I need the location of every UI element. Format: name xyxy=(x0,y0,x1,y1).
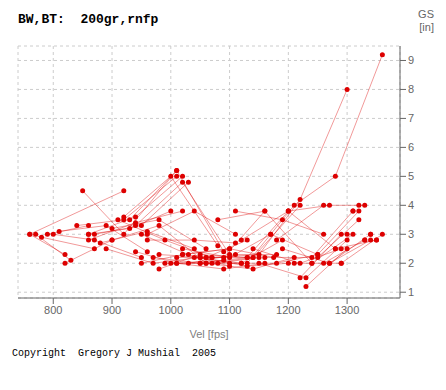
svg-text:1200: 1200 xyxy=(276,304,300,316)
html-text:Copyright Gregory J Mushial 20: Copyright Gregory J Mushial 2005 xyxy=(12,348,216,359)
svg-text:1000: 1000 xyxy=(159,304,183,316)
svg-text:Vel [fps]: Vel [fps] xyxy=(189,328,228,340)
svg-text:1300: 1300 xyxy=(335,304,359,316)
svg-text:900: 900 xyxy=(103,304,121,316)
svg-text:4: 4 xyxy=(408,199,414,211)
svg-text:1100: 1100 xyxy=(218,304,242,316)
html-text:BW,BT: 200gr,rnfp: BW,BT: 200gr,rnfp xyxy=(18,12,159,27)
svg-text:7: 7 xyxy=(408,112,414,124)
svg-text:800: 800 xyxy=(44,304,62,316)
html-text:[in]: [in] xyxy=(419,21,434,33)
svg-text:5: 5 xyxy=(408,170,414,182)
svg-text:1: 1 xyxy=(408,286,414,298)
svg-text:2: 2 xyxy=(408,257,414,269)
svg-text:8: 8 xyxy=(408,83,414,95)
svg-text:6: 6 xyxy=(408,141,414,153)
html-text:GS: GS xyxy=(418,8,434,20)
svg-text:9: 9 xyxy=(408,54,414,66)
svg-text:3: 3 xyxy=(408,228,414,240)
